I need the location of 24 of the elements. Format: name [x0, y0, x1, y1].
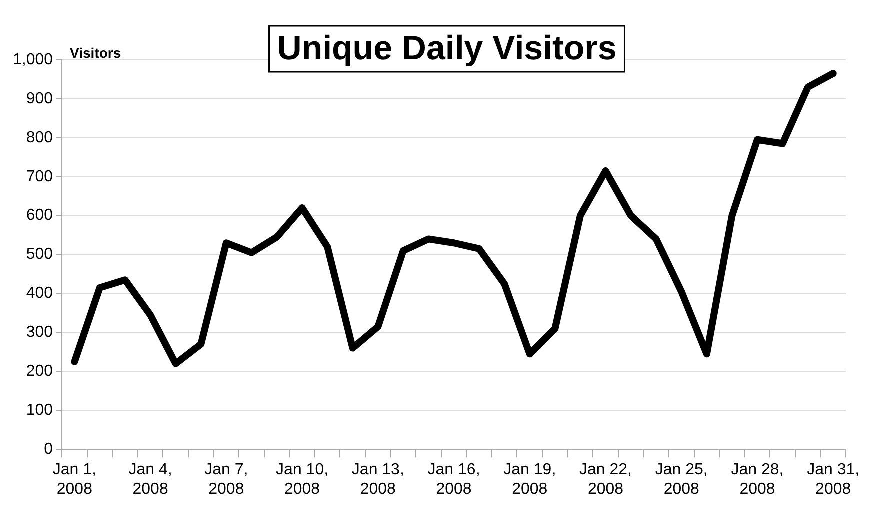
y-tick-label: 0 [44, 441, 54, 458]
x-tick-label: Jan 4, 2008 [128, 462, 172, 498]
y-tick-label: 700 [26, 168, 54, 186]
x-tick-label: Jan 19, 2008 [504, 462, 556, 498]
x-tick-label: Jan 10, 2008 [276, 462, 329, 498]
y-tick-label: 200 [26, 363, 54, 380]
x-tick-label: Jan 13, 2008 [352, 462, 404, 498]
x-tick-label: Jan 7, 2008 [204, 462, 248, 498]
y-tick-label: 800 [26, 129, 54, 146]
x-tick-label: Jan 25, 2008 [655, 462, 708, 498]
x-tick-label: Jan 1, 2008 [52, 462, 96, 498]
y-axis-title: Visitors [70, 44, 122, 61]
x-tick-label: Jan 28, 2008 [731, 462, 784, 498]
x-tick-label: Jan 16, 2008 [428, 462, 480, 498]
y-tick-label: 500 [26, 246, 54, 264]
y-tick-label: 100 [26, 402, 54, 420]
x-tick-label: Jan 22, 2008 [580, 462, 632, 498]
x-tick-label: Jan 31, 2008 [807, 462, 860, 498]
y-tick-label: 400 [26, 285, 54, 302]
y-tick-label: 900 [26, 90, 54, 108]
y-tick-label: 1,000 [12, 51, 54, 68]
y-tick-label: 300 [26, 324, 54, 342]
y-tick-label: 600 [26, 207, 54, 224]
chart-title: Unique Daily Visitors [277, 29, 617, 68]
